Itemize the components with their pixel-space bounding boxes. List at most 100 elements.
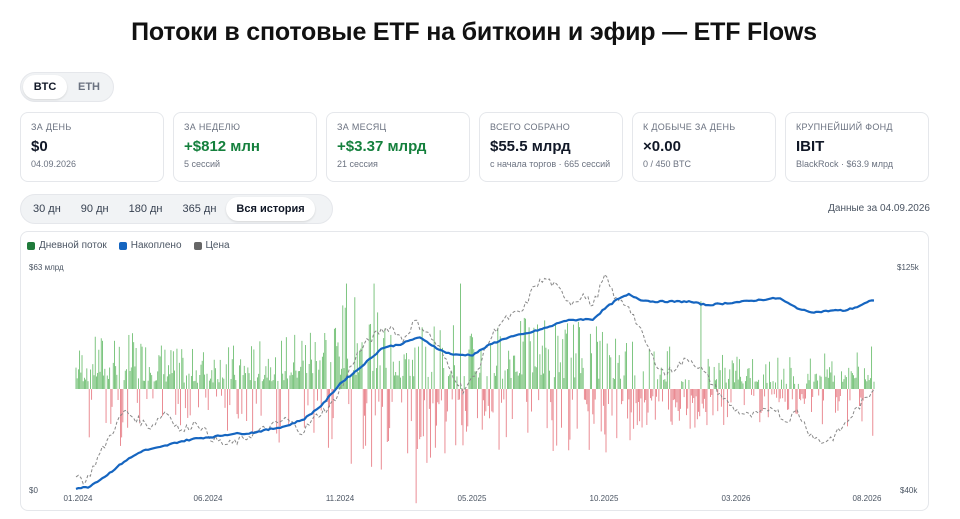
stat-card-mining: К ДОБЫЧЕ ЗА ДЕНЬ ×0.00 0 / 450 BTC (632, 112, 776, 182)
daily-flow-bar (787, 389, 788, 410)
daily-flow-bar (386, 389, 388, 442)
daily-flow-bar (860, 389, 862, 398)
tab-30d[interactable]: 30 дн (33, 203, 61, 215)
tab-180d[interactable]: 180 дн (128, 203, 163, 215)
daily-flow-bar (331, 389, 333, 440)
daily-flow-bar (462, 389, 464, 446)
daily-flow-bar (176, 348, 178, 389)
stat-sub: 5 сессий (184, 159, 221, 169)
daily-flow-bar (450, 371, 452, 389)
daily-flow-bar (507, 369, 508, 389)
daily-flow-bar (812, 389, 814, 397)
daily-flow-bar (630, 389, 632, 413)
daily-flow-bar (433, 326, 435, 389)
daily-flow-bar (348, 389, 350, 405)
daily-flow-bar (332, 389, 334, 419)
daily-flow-bar (114, 340, 115, 389)
daily-flow-bar (722, 354, 723, 389)
daily-flow-bar (726, 389, 728, 418)
daily-flow-bar (401, 389, 403, 403)
daily-flow-bar (208, 380, 210, 389)
daily-flow-bar (389, 389, 391, 429)
stat-label: КРУПНЕЙШИЙ ФОНД (796, 122, 893, 132)
daily-flow-bar (398, 360, 400, 389)
tab-90d[interactable]: 90 дн (80, 203, 109, 215)
daily-flow-bar (347, 358, 349, 389)
daily-flow-bar (752, 359, 754, 389)
daily-flow-bar (397, 375, 399, 389)
daily-flow-bar (160, 345, 162, 389)
daily-flow-bar (323, 352, 324, 389)
daily-flow-bar (793, 376, 794, 389)
daily-flow-bar (808, 380, 810, 389)
daily-flow-bar (294, 334, 296, 389)
daily-flow-bar (196, 382, 198, 389)
daily-flow-bar (210, 378, 212, 389)
daily-flow-bar (805, 389, 806, 399)
daily-flow-bar (166, 376, 168, 389)
daily-flow-bar (224, 389, 226, 408)
daily-flow-bar (437, 389, 439, 403)
daily-flow-bar (854, 378, 856, 389)
daily-flow-bar (688, 379, 690, 389)
daily-flow-bar (698, 389, 699, 412)
daily-flow-bar (736, 356, 738, 389)
daily-flow-bar (359, 350, 361, 389)
legend-item-daily-flow[interactable]: Дневной поток (27, 240, 107, 251)
daily-flow-bar (135, 348, 137, 389)
daily-flow-bar (564, 329, 566, 389)
daily-flow-bar (628, 389, 630, 400)
daily-flow-bar (374, 389, 376, 416)
tab-btc[interactable]: BTC (23, 75, 67, 99)
daily-flow-bar (269, 380, 270, 389)
daily-flow-bar (615, 338, 617, 389)
daily-flow-bar (639, 389, 641, 422)
daily-flow-bar (170, 350, 172, 389)
legend-item-price[interactable]: Цена (193, 240, 230, 251)
daily-flow-bar (869, 378, 871, 389)
daily-flow-bar (701, 389, 703, 404)
daily-flow-bar (719, 370, 721, 389)
daily-flow-bar (233, 345, 234, 389)
daily-flow-bar (563, 378, 565, 389)
daily-flow-bar (607, 389, 609, 405)
daily-flow-bar (723, 389, 725, 425)
tab-365d[interactable]: 365 дн (182, 203, 217, 215)
daily-flow-bar (759, 389, 761, 423)
daily-flow-bar (758, 379, 760, 389)
daily-flow-bar (305, 345, 306, 389)
daily-flow-bar (844, 375, 846, 389)
legend-swatch (118, 241, 127, 250)
daily-flow-bar (562, 339, 564, 389)
tab-all-history[interactable]: Вся история (226, 197, 315, 221)
daily-flow-bar (865, 379, 867, 389)
daily-flow-bar (390, 334, 392, 389)
daily-flow-bar (742, 383, 744, 389)
daily-flow-bar (200, 364, 202, 389)
tab-eth[interactable]: ETH (78, 81, 100, 93)
daily-flow-bar (242, 375, 244, 389)
daily-flow-bar (193, 381, 195, 389)
daily-flow-bar (777, 357, 779, 389)
stat-card-day: ЗА ДЕНЬ $0 04.09.2026 (20, 112, 164, 182)
daily-flow-bar (80, 372, 82, 389)
daily-flow-bar (621, 389, 623, 405)
daily-flow-bar (380, 389, 382, 470)
daily-flow-bar (396, 375, 398, 389)
daily-flow-bar (421, 327, 423, 389)
daily-flow-bar (87, 381, 89, 389)
daily-flow-bar (408, 359, 410, 389)
daily-flow-bar (857, 366, 859, 389)
daily-flow-bar (824, 353, 826, 389)
daily-flow-bar (513, 355, 514, 389)
daily-flow-bar (96, 376, 97, 389)
daily-flow-bar (737, 379, 739, 389)
daily-flow-bar (677, 389, 679, 411)
daily-flow-bar (650, 389, 651, 399)
daily-flow-bar (778, 389, 780, 403)
legend-item-cumulative[interactable]: Накоплено (118, 240, 182, 251)
daily-flow-bar (659, 374, 661, 389)
daily-flow-bar (460, 283, 461, 389)
stat-label: ЗА НЕДЕЛЮ (184, 122, 241, 132)
daily-flow-bar (495, 375, 496, 389)
